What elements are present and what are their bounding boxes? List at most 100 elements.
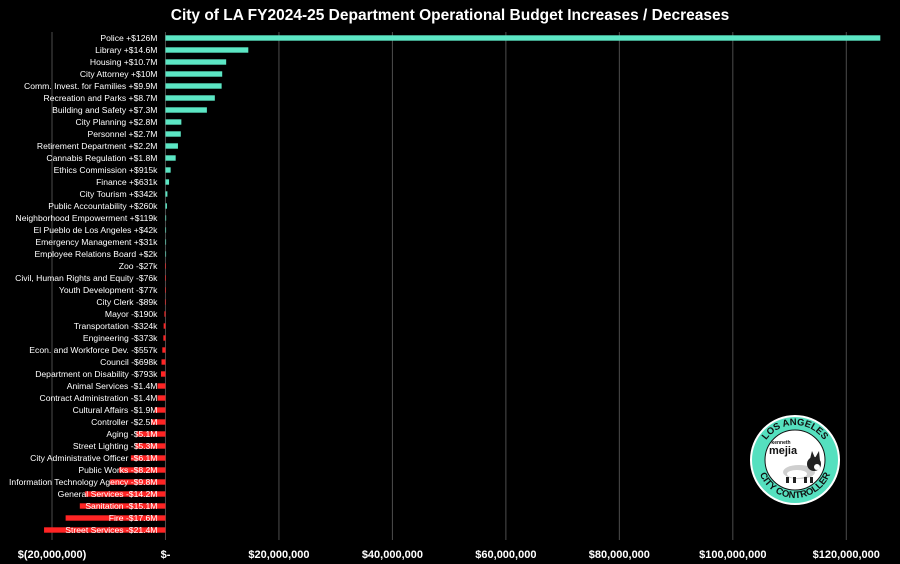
category-label: City Tourism +$342k [80, 189, 159, 199]
category-label: Emergency Management +$31k [35, 237, 158, 247]
logo-small-text: kenneth [771, 440, 790, 446]
bar [165, 287, 166, 293]
category-label: City Clerk -$89k [96, 297, 158, 307]
category-label: Controller -$2.5M [91, 417, 157, 427]
x-tick-label: $(20,000,000) [18, 549, 87, 561]
category-label: Employee Relations Board +$2k [34, 249, 158, 259]
bar [109, 479, 166, 485]
category-label: General Services -$14.2M [58, 489, 158, 499]
category-label: Cultural Affairs -$1.9M [73, 405, 158, 415]
city-controller-logo: LOS ANGELES CITY CONTROLLER kenneth meji… [750, 415, 840, 505]
category-label: Street Lighting -$5.3M [73, 441, 158, 451]
category-label: Zoo -$27k [119, 261, 158, 271]
category-label: Mayor -$190k [105, 309, 158, 319]
bar [164, 299, 166, 305]
bar [84, 491, 166, 497]
x-tick-label: $100,000,000 [699, 549, 766, 561]
bar [157, 383, 166, 389]
category-label: Contract Administration -$1.4M [39, 393, 157, 403]
category-label: Ethics Commission +$915k [54, 165, 159, 175]
logo-name-text: mejia [769, 445, 798, 457]
bar [163, 323, 166, 329]
bar [165, 215, 167, 221]
bar [161, 359, 166, 365]
bar [165, 191, 168, 197]
category-label: Information Technology Agency -$9.8M [9, 477, 157, 487]
category-label: City Attorney +$10M [80, 69, 158, 79]
category-label: Council -$698k [100, 357, 158, 367]
x-tick-label: $80,000,000 [589, 549, 650, 561]
category-label: Econ. and Workforce Dev. -$557k [29, 345, 158, 355]
category-labels: Police +$126M Library +$14.6M Housing +$10… [9, 33, 158, 535]
category-label: El Pueblo de Los Angeles +$42k [33, 225, 158, 235]
bar [136, 431, 166, 437]
bar [160, 371, 166, 377]
bar [79, 503, 166, 509]
bar [165, 227, 167, 233]
x-tick-label: $120,000,000 [813, 549, 880, 561]
bar [165, 47, 249, 53]
bar [130, 455, 166, 461]
bar [165, 83, 222, 89]
category-label: Cannabis Regulation +$1.8M [46, 153, 157, 163]
category-label: Civil, Human Rights and Equity -$76k [15, 273, 158, 283]
corgi-icon [783, 451, 821, 483]
category-label: Animal Services -$1.4M [67, 381, 158, 391]
category-label: City Planning +$2.8M [76, 117, 158, 127]
x-tick-label: $20,000,000 [248, 549, 309, 561]
bar [165, 131, 181, 137]
category-label: Comm. Invest. for Families +$9.9M [24, 81, 157, 91]
x-tick-label: $- [161, 549, 171, 561]
category-label: Transportation -$324k [74, 321, 158, 331]
bar [164, 311, 166, 317]
x-tick-label: $60,000,000 [475, 549, 536, 561]
grid-lines [51, 32, 847, 540]
bar [154, 407, 166, 413]
category-label: Street Services -$21.4M [65, 525, 157, 535]
category-label: Housing +$10.7M [90, 57, 158, 67]
bar [135, 443, 166, 449]
bar [162, 347, 166, 353]
bar [165, 71, 223, 77]
bar [165, 95, 215, 101]
bar [165, 167, 171, 173]
category-label: City Administrative Officer -$6.1M [30, 453, 157, 463]
category-label: Sanitation -$15.1M [85, 501, 157, 511]
bar [165, 107, 207, 113]
category-label: Police +$126M [100, 33, 157, 43]
category-label: Building and Safety +$7.3M [52, 105, 157, 115]
category-label: Aging -$5.1M [106, 429, 157, 439]
bar [165, 275, 166, 281]
bar [165, 155, 176, 161]
category-label: Recreation and Parks +$8.7M [44, 93, 158, 103]
category-label: Engineering -$373k [83, 333, 158, 343]
category-label: Library +$14.6M [95, 45, 157, 55]
bar [165, 203, 167, 209]
category-label: Personnel +$2.7M [87, 129, 157, 139]
bar [165, 119, 182, 125]
bar [165, 263, 166, 269]
bar [151, 419, 166, 425]
category-label: Retirement Department +$2.2M [37, 141, 158, 151]
bar [165, 59, 227, 65]
category-label: Department on Disability -$793k [35, 369, 158, 379]
x-axis-ticks: $(20,000,000) $- $20,000,000 $40,000,000 $60… [18, 549, 880, 561]
bar [165, 239, 167, 245]
category-label: Public Works -$8.2M [78, 465, 157, 475]
chart-title: City of LA FY2024-25 Department Operatio… [171, 7, 729, 24]
bars [44, 35, 881, 533]
bar [165, 143, 178, 149]
bar [165, 251, 167, 257]
bar [163, 335, 166, 341]
category-label: Neighborhood Empowerment +$119k [16, 213, 159, 223]
x-tick-label: $40,000,000 [362, 549, 423, 561]
bar [44, 527, 166, 533]
bar [165, 179, 170, 185]
bar [118, 467, 166, 473]
category-label: Youth Development -$77k [59, 285, 158, 295]
category-label: Finance +$631k [96, 177, 158, 187]
category-label: Fire -$17.6M [109, 513, 158, 523]
bar [165, 35, 881, 41]
